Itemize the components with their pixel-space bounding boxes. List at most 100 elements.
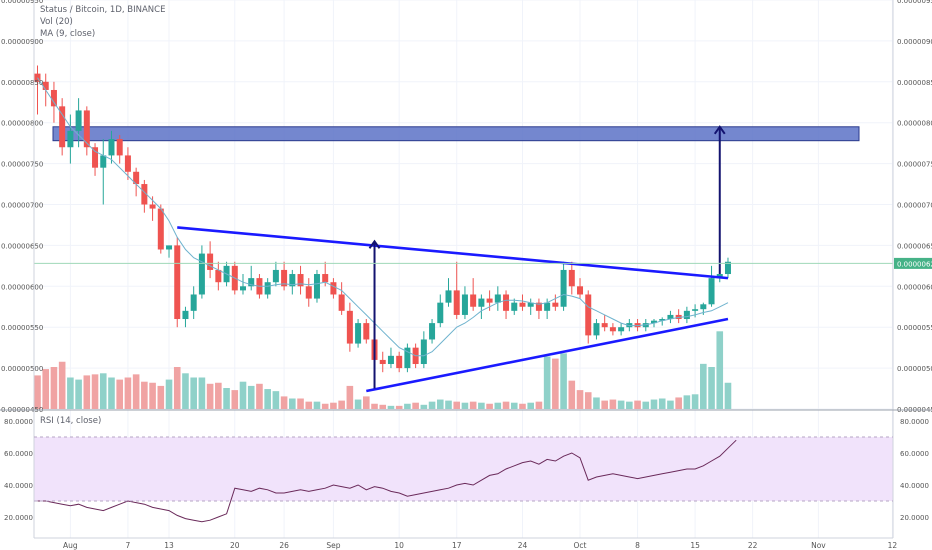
candle-body: [667, 314, 674, 320]
price-tick-label-left: 0.00000650: [1, 242, 43, 250]
candle-body: [544, 302, 551, 311]
candle-body: [174, 245, 181, 320]
volume-bar: [124, 377, 132, 409]
candle-body: [601, 323, 608, 328]
volume-bar: [215, 382, 222, 409]
candle-body: [297, 274, 304, 287]
volume-bar: [724, 382, 732, 409]
volume-bar: [617, 400, 625, 409]
volume-bar: [634, 400, 641, 409]
volume-bar: [584, 392, 592, 409]
candle-body: [264, 282, 271, 295]
x-tick-label: Nov: [811, 541, 826, 550]
price-tick-label-right: 0.00000950: [897, 0, 932, 5]
candle-body: [396, 355, 403, 369]
volume-bar: [231, 390, 239, 409]
candle-body: [651, 320, 657, 324]
candle-body: [248, 278, 255, 287]
volume-bar: [486, 403, 493, 409]
candle-body: [535, 302, 542, 311]
candle-body: [683, 310, 690, 320]
volume-bar: [609, 399, 617, 409]
candle-body: [116, 139, 123, 156]
volume-bar: [478, 402, 485, 409]
candle-body: [577, 286, 584, 295]
volume-bar: [34, 375, 41, 409]
candle-body: [272, 269, 279, 283]
x-tick-label: 24: [518, 541, 528, 550]
candle-body: [453, 290, 460, 315]
candle-body: [429, 323, 436, 340]
volume-bars: [34, 331, 732, 409]
volume-bar: [568, 380, 576, 409]
volume-bar: [445, 400, 452, 409]
rsi-band: [34, 437, 893, 501]
volume-bar: [173, 367, 181, 409]
rsi-tick-label-right: 60.0000: [900, 450, 929, 458]
volume-bar: [552, 358, 559, 409]
price-tick-label-left: 0.00000700: [1, 202, 43, 210]
annotations[interactable]: 0.00000628: [34, 125, 932, 393]
candle-body: [157, 208, 164, 250]
candle-body: [519, 302, 526, 307]
candle-body: [305, 286, 312, 299]
candle-body: [560, 269, 567, 307]
volume-bar: [535, 401, 543, 409]
price-tick-label-left: 0.00000950: [1, 0, 43, 5]
volume-bar: [141, 381, 148, 409]
measure-arrow-right-head: [713, 125, 726, 135]
x-tick-label: 12: [888, 541, 898, 550]
candles: [34, 65, 731, 373]
candle-body: [494, 294, 501, 303]
volume-bar: [469, 401, 477, 409]
volume-bar: [379, 404, 387, 409]
volume-bar: [691, 394, 699, 409]
volume-bar: [83, 375, 91, 409]
ma-legend: MA (9, close): [40, 29, 96, 39]
volume-bar: [461, 402, 469, 409]
rsi-tick-label-right: 40.0000: [900, 482, 929, 490]
volume-bar: [412, 402, 419, 409]
chart-title: Status / Bitcoin, 1D, BINANCE: [40, 5, 166, 15]
volume-bar: [675, 397, 682, 409]
volume-bar: [346, 385, 354, 409]
volume-bar: [99, 373, 107, 409]
candle-body: [593, 323, 600, 336]
candle-body: [363, 323, 370, 340]
candle-body: [692, 309, 699, 311]
rsi-line: [37, 439, 737, 523]
volume-bar: [626, 401, 633, 409]
candle-body: [124, 155, 131, 172]
candle-body: [346, 310, 353, 344]
candle-body: [322, 274, 329, 283]
candle-body: [141, 184, 148, 205]
price-tick-label-left: 0.00000600: [1, 283, 43, 291]
volume-bar: [58, 361, 66, 409]
x-tick-label: Oct: [574, 541, 587, 550]
volume-bar: [116, 379, 123, 409]
volume-bar: [330, 402, 337, 409]
volume-bar: [165, 379, 173, 409]
volume-bar: [206, 383, 214, 409]
candle-body: [355, 323, 362, 344]
volume-bar: [280, 396, 288, 409]
candle-body: [240, 286, 246, 291]
price-tick-label-right: 0.00000900: [897, 38, 932, 46]
volume-bar: [395, 405, 403, 409]
volume-bar: [601, 400, 608, 409]
candle-body: [700, 304, 707, 310]
volume-bar: [650, 399, 658, 409]
candle-body: [379, 359, 386, 365]
volume-bar: [256, 383, 263, 409]
candle-body: [190, 294, 197, 311]
candle-body: [198, 253, 205, 295]
ma-line: [37, 77, 729, 357]
resistance-zone[interactable]: [52, 126, 860, 142]
candle-body: [215, 269, 222, 283]
candle-body: [92, 147, 99, 168]
price-tick-label-right: 0.00000650: [897, 242, 932, 250]
volume-bar: [519, 403, 526, 409]
x-tick-label: 13: [164, 541, 174, 550]
